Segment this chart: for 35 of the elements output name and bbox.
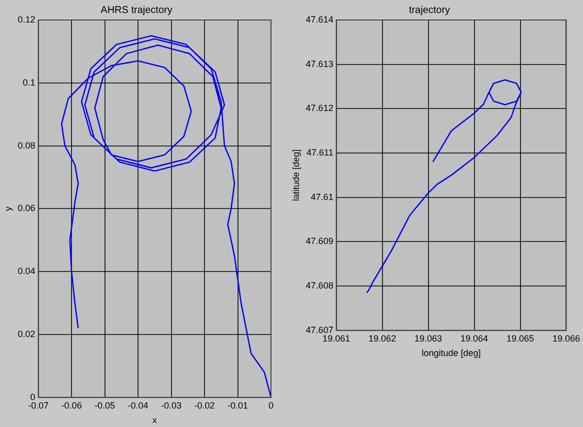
x-tick-label: 19.065 bbox=[506, 333, 534, 344]
y-tick-label: 47.608 bbox=[306, 280, 334, 291]
x-axis-title: x bbox=[152, 415, 158, 426]
x-tick-label: -0.01 bbox=[228, 400, 248, 410]
y-tick-label: 47.614 bbox=[306, 14, 334, 24]
y-tick-label: 0.02 bbox=[18, 328, 36, 339]
y-tick-label: 47.61 bbox=[310, 192, 334, 202]
y-tick-label: 0.06 bbox=[18, 203, 36, 214]
y-tick-label: 47.611 bbox=[306, 148, 334, 158]
x-tick-label: -0.04 bbox=[128, 400, 148, 410]
x-tick-label: 0 bbox=[268, 400, 274, 410]
y-tick-label: 47.613 bbox=[306, 58, 334, 69]
x-tick-label: -0.05 bbox=[94, 400, 116, 410]
x-tick-label: 19.062 bbox=[368, 333, 396, 344]
x-tick-label: -0.03 bbox=[161, 400, 182, 410]
y-tick-label: 47.607 bbox=[306, 324, 334, 335]
x-tick-label: -0.02 bbox=[194, 400, 215, 410]
x-tick-label: -0.06 bbox=[61, 400, 82, 410]
chart-title: AHRS trajectory bbox=[100, 4, 172, 16]
y-axis-title: latitude [deg] bbox=[290, 149, 301, 201]
y-tick-label: 0.1 bbox=[22, 77, 36, 88]
x-tick-label: 19.066 bbox=[552, 333, 580, 344]
x-tick-label: -0.07 bbox=[28, 400, 49, 410]
y-tick-label: 0.12 bbox=[18, 14, 36, 24]
y-axis-title: y bbox=[2, 206, 13, 211]
x-tick-label: 19.061 bbox=[322, 333, 350, 344]
x-tick-label: 19.064 bbox=[460, 333, 488, 344]
x-axis-title: longitude [deg] bbox=[422, 348, 481, 358]
y-tick-label: 0.08 bbox=[18, 140, 36, 150]
y-tick-label: 47.609 bbox=[306, 236, 334, 246]
y-tick-label: 47.612 bbox=[306, 103, 334, 114]
y-tick-label: 0 bbox=[30, 392, 36, 402]
x-tick-label: 19.063 bbox=[414, 333, 442, 344]
y-tick-label: 0.04 bbox=[18, 266, 36, 276]
chart-title: trajectory bbox=[408, 4, 450, 16]
